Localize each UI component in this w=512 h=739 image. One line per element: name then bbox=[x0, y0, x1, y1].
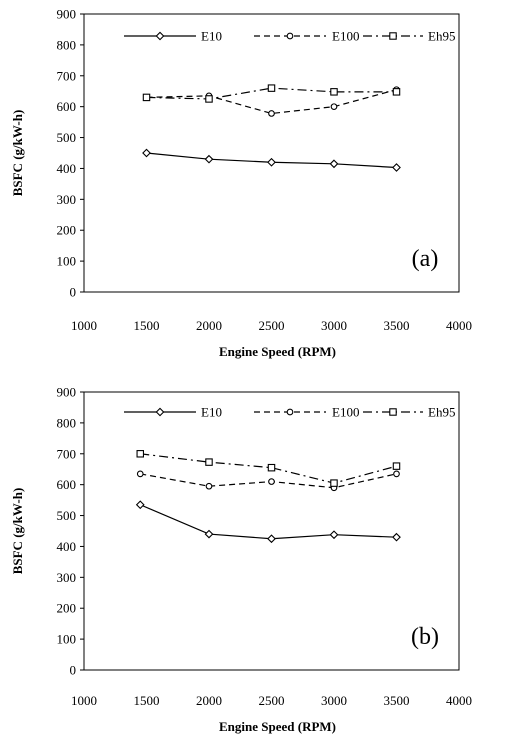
data-point-diamond bbox=[135, 500, 145, 510]
y-tick-label: 900 bbox=[57, 385, 77, 400]
y-tick-label: 700 bbox=[57, 446, 77, 461]
legend-entry-e10: E10 bbox=[124, 405, 222, 420]
x-tick-label: 2500 bbox=[259, 318, 285, 333]
data-point-circle bbox=[205, 482, 213, 490]
series-e10 bbox=[142, 148, 401, 172]
y-tick-label: 600 bbox=[57, 477, 77, 492]
series-line bbox=[140, 453, 397, 484]
panel-label: (b) bbox=[411, 624, 439, 650]
x-axis-label: Engine Speed (RPM) bbox=[219, 344, 336, 359]
legend-label: Eh95 bbox=[428, 405, 455, 420]
x-tick-label: 1500 bbox=[134, 693, 160, 708]
y-tick-label: 600 bbox=[57, 99, 77, 114]
legend-entry-eh95: Eh95 bbox=[363, 405, 455, 420]
data-point-square bbox=[267, 84, 276, 92]
data-point-circle bbox=[330, 103, 338, 111]
y-tick-label: 800 bbox=[57, 37, 77, 52]
data-point-square bbox=[205, 458, 213, 466]
x-tick-label: 1000 bbox=[71, 318, 97, 333]
y-tick-label: 700 bbox=[57, 68, 77, 83]
series-line bbox=[146, 89, 397, 115]
y-tick-label: 400 bbox=[57, 539, 77, 554]
data-point-diamond bbox=[392, 163, 401, 172]
y-tick-label: 400 bbox=[57, 161, 77, 176]
data-point-diamond bbox=[329, 159, 339, 169]
series-e10 bbox=[135, 500, 401, 544]
x-tick-label: 3000 bbox=[321, 693, 347, 708]
legend-marker-diamond bbox=[155, 31, 165, 41]
data-point-square bbox=[136, 450, 145, 458]
y-axis-label: BSFC (g/kW-h) bbox=[10, 110, 25, 197]
data-point-square bbox=[142, 93, 151, 102]
x-tick-label: 4000 bbox=[446, 693, 472, 708]
x-tick-label: 2000 bbox=[196, 318, 222, 333]
legend-label: E100 bbox=[332, 29, 359, 44]
data-point-square bbox=[330, 479, 338, 487]
series-line bbox=[140, 504, 397, 540]
legend-entry-e10: E10 bbox=[124, 29, 222, 44]
y-tick-label: 500 bbox=[57, 508, 77, 523]
data-point-square bbox=[392, 462, 401, 470]
y-tick-label: 200 bbox=[57, 601, 77, 616]
y-axis-label: BSFC (g/kW-h) bbox=[10, 488, 25, 575]
data-point-diamond bbox=[329, 530, 339, 540]
data-point-diamond bbox=[204, 154, 214, 164]
x-tick-label: 3500 bbox=[384, 318, 410, 333]
legend-label: Eh95 bbox=[428, 29, 455, 44]
legend-marker-diamond bbox=[155, 407, 165, 417]
legend-label: E100 bbox=[332, 405, 359, 420]
data-point-square bbox=[330, 88, 338, 96]
panel-label: (a) bbox=[412, 246, 439, 272]
series-e100 bbox=[136, 470, 400, 492]
legend-marker-square bbox=[389, 32, 397, 40]
data-point-circle bbox=[136, 470, 144, 478]
y-tick-label: 100 bbox=[57, 254, 77, 269]
y-tick-label: 300 bbox=[57, 570, 77, 585]
data-point-diamond bbox=[267, 534, 276, 544]
plot-area-frame bbox=[83, 13, 460, 293]
legend-marker-square bbox=[389, 408, 397, 416]
legend-entry-e100: E100 bbox=[254, 29, 359, 44]
legend-marker-circle bbox=[286, 32, 294, 40]
y-tick-label: 200 bbox=[57, 223, 77, 238]
x-tick-label: 2500 bbox=[259, 693, 285, 708]
x-tick-label: 3000 bbox=[321, 318, 347, 333]
x-axis-label: Engine Speed (RPM) bbox=[219, 719, 336, 734]
x-tick-label: 1500 bbox=[134, 318, 160, 333]
x-tick-label: 3500 bbox=[384, 693, 410, 708]
data-point-diamond bbox=[142, 148, 151, 158]
series-line bbox=[146, 87, 397, 100]
data-point-square bbox=[267, 463, 276, 472]
legend-marker-circle bbox=[286, 408, 294, 416]
series-eh95 bbox=[136, 450, 401, 487]
chart-panel-a: 0 100 200 300 400 500 600 700 800 900 1000 1500 2000… bbox=[10, 7, 472, 360]
plot-area-frame bbox=[83, 391, 460, 671]
chart-panel-b: 0 100 200 300 400 500 600 700 800 900 1000 1500 2000… bbox=[10, 385, 472, 735]
legend-label: E10 bbox=[201, 405, 222, 420]
y-tick-label: 300 bbox=[57, 192, 77, 207]
data-point-circle bbox=[268, 110, 275, 117]
y-tick-label: 0 bbox=[70, 663, 77, 678]
legend-label: E10 bbox=[201, 29, 222, 44]
x-tick-label: 1000 bbox=[71, 693, 97, 708]
y-tick-label: 500 bbox=[57, 130, 77, 145]
y-tick-label: 100 bbox=[57, 632, 77, 647]
series-eh95 bbox=[142, 84, 401, 103]
data-point-circle bbox=[268, 478, 275, 485]
data-point-circle bbox=[393, 470, 400, 478]
y-tick-label: 900 bbox=[57, 7, 77, 22]
y-tick-label: 800 bbox=[57, 415, 77, 430]
data-point-diamond bbox=[204, 529, 214, 539]
data-point-square bbox=[392, 88, 401, 96]
y-tick-label: 0 bbox=[70, 285, 77, 300]
x-tick-label: 4000 bbox=[446, 318, 472, 333]
legend-entry-e100: E100 bbox=[254, 405, 359, 420]
data-point-diamond bbox=[392, 532, 401, 542]
data-point-diamond bbox=[267, 157, 276, 167]
x-tick-label: 2000 bbox=[196, 693, 222, 708]
legend-entry-eh95: Eh95 bbox=[363, 29, 455, 44]
data-point-square bbox=[205, 95, 213, 103]
